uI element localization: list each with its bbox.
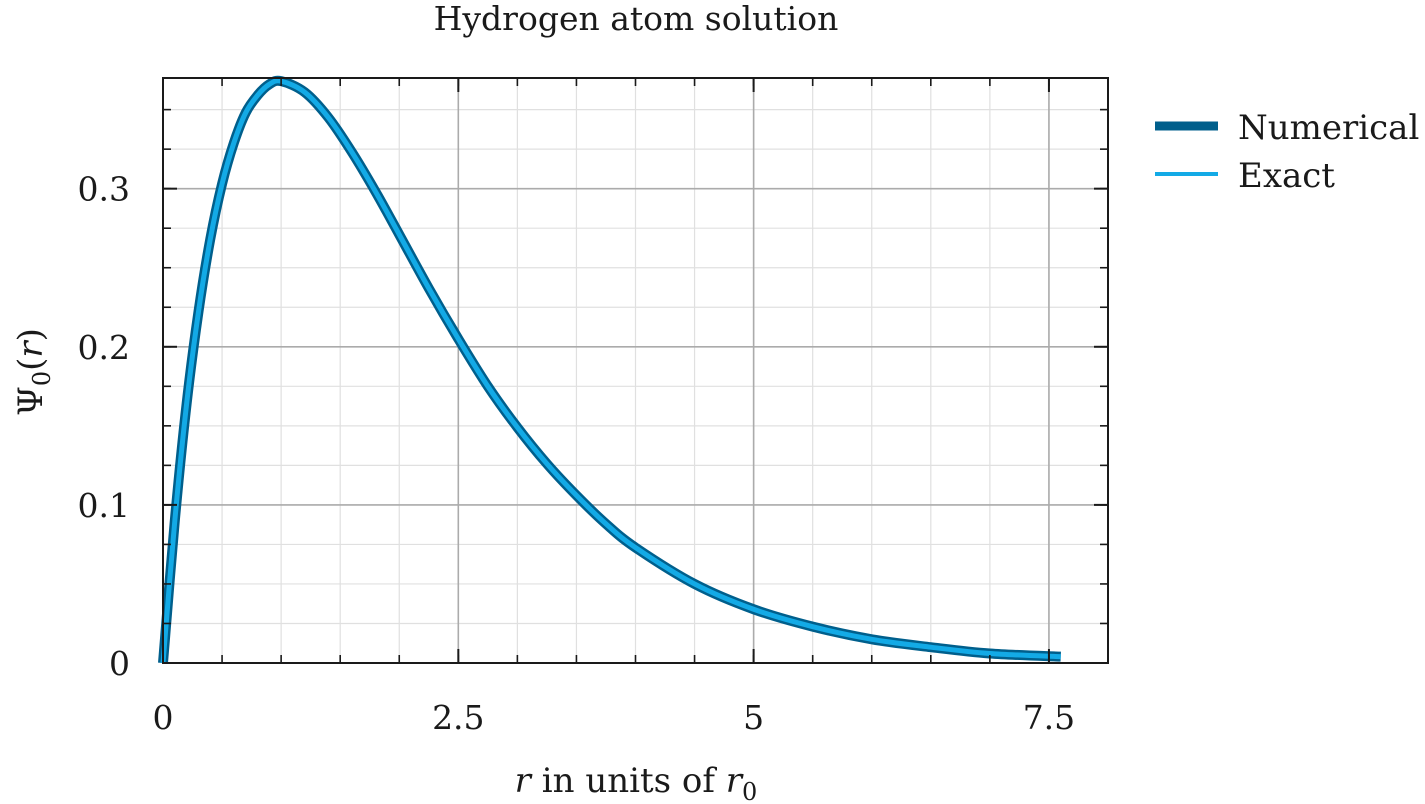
y-axis-label-sub: 0 [28,371,56,386]
x-axis-label: r in units of r0 [515,761,758,804]
y-axis-label: Ψ0(r) [11,328,56,416]
y-tick-label: 0 [109,644,130,683]
x-axis-label-sub: 0 [742,778,757,804]
y-tick-label: 0.1 [78,486,130,525]
x-axis-label-unit: r [726,761,744,801]
axis-ticks [162,78,1109,664]
series-line-exact [160,78,1061,664]
legend: Numerical Exact [1155,108,1419,196]
x-tick-label: 5 [743,698,764,737]
x-axis-label-text: in units of [531,761,726,801]
y-axis-label-close: ) [11,328,51,341]
y-axis-label-arg: r [11,340,51,358]
x-tick-label: 0 [153,698,174,737]
x-tick-label: 2.5 [432,698,484,737]
tick-labels: 0 2.5 5 7.5 0 0.1 0.2 0.3 [78,170,1076,737]
y-axis-label-open: ( [11,358,51,371]
chart-title: Hydrogen atom solution [434,0,839,38]
x-axis-label-var: r [515,761,533,801]
legend-label-exact: Exact [1238,156,1335,196]
y-axis-label-base: Ψ [11,386,51,416]
plot-lines [158,75,1061,664]
minor-grid [162,78,1109,664]
y-tick-label: 0.3 [78,170,130,209]
x-tick-label: 7.5 [1023,698,1075,737]
legend-label-numerical: Numerical [1238,108,1419,148]
y-tick-label: 0.2 [78,328,130,367]
series-line-numerical [158,75,1061,664]
